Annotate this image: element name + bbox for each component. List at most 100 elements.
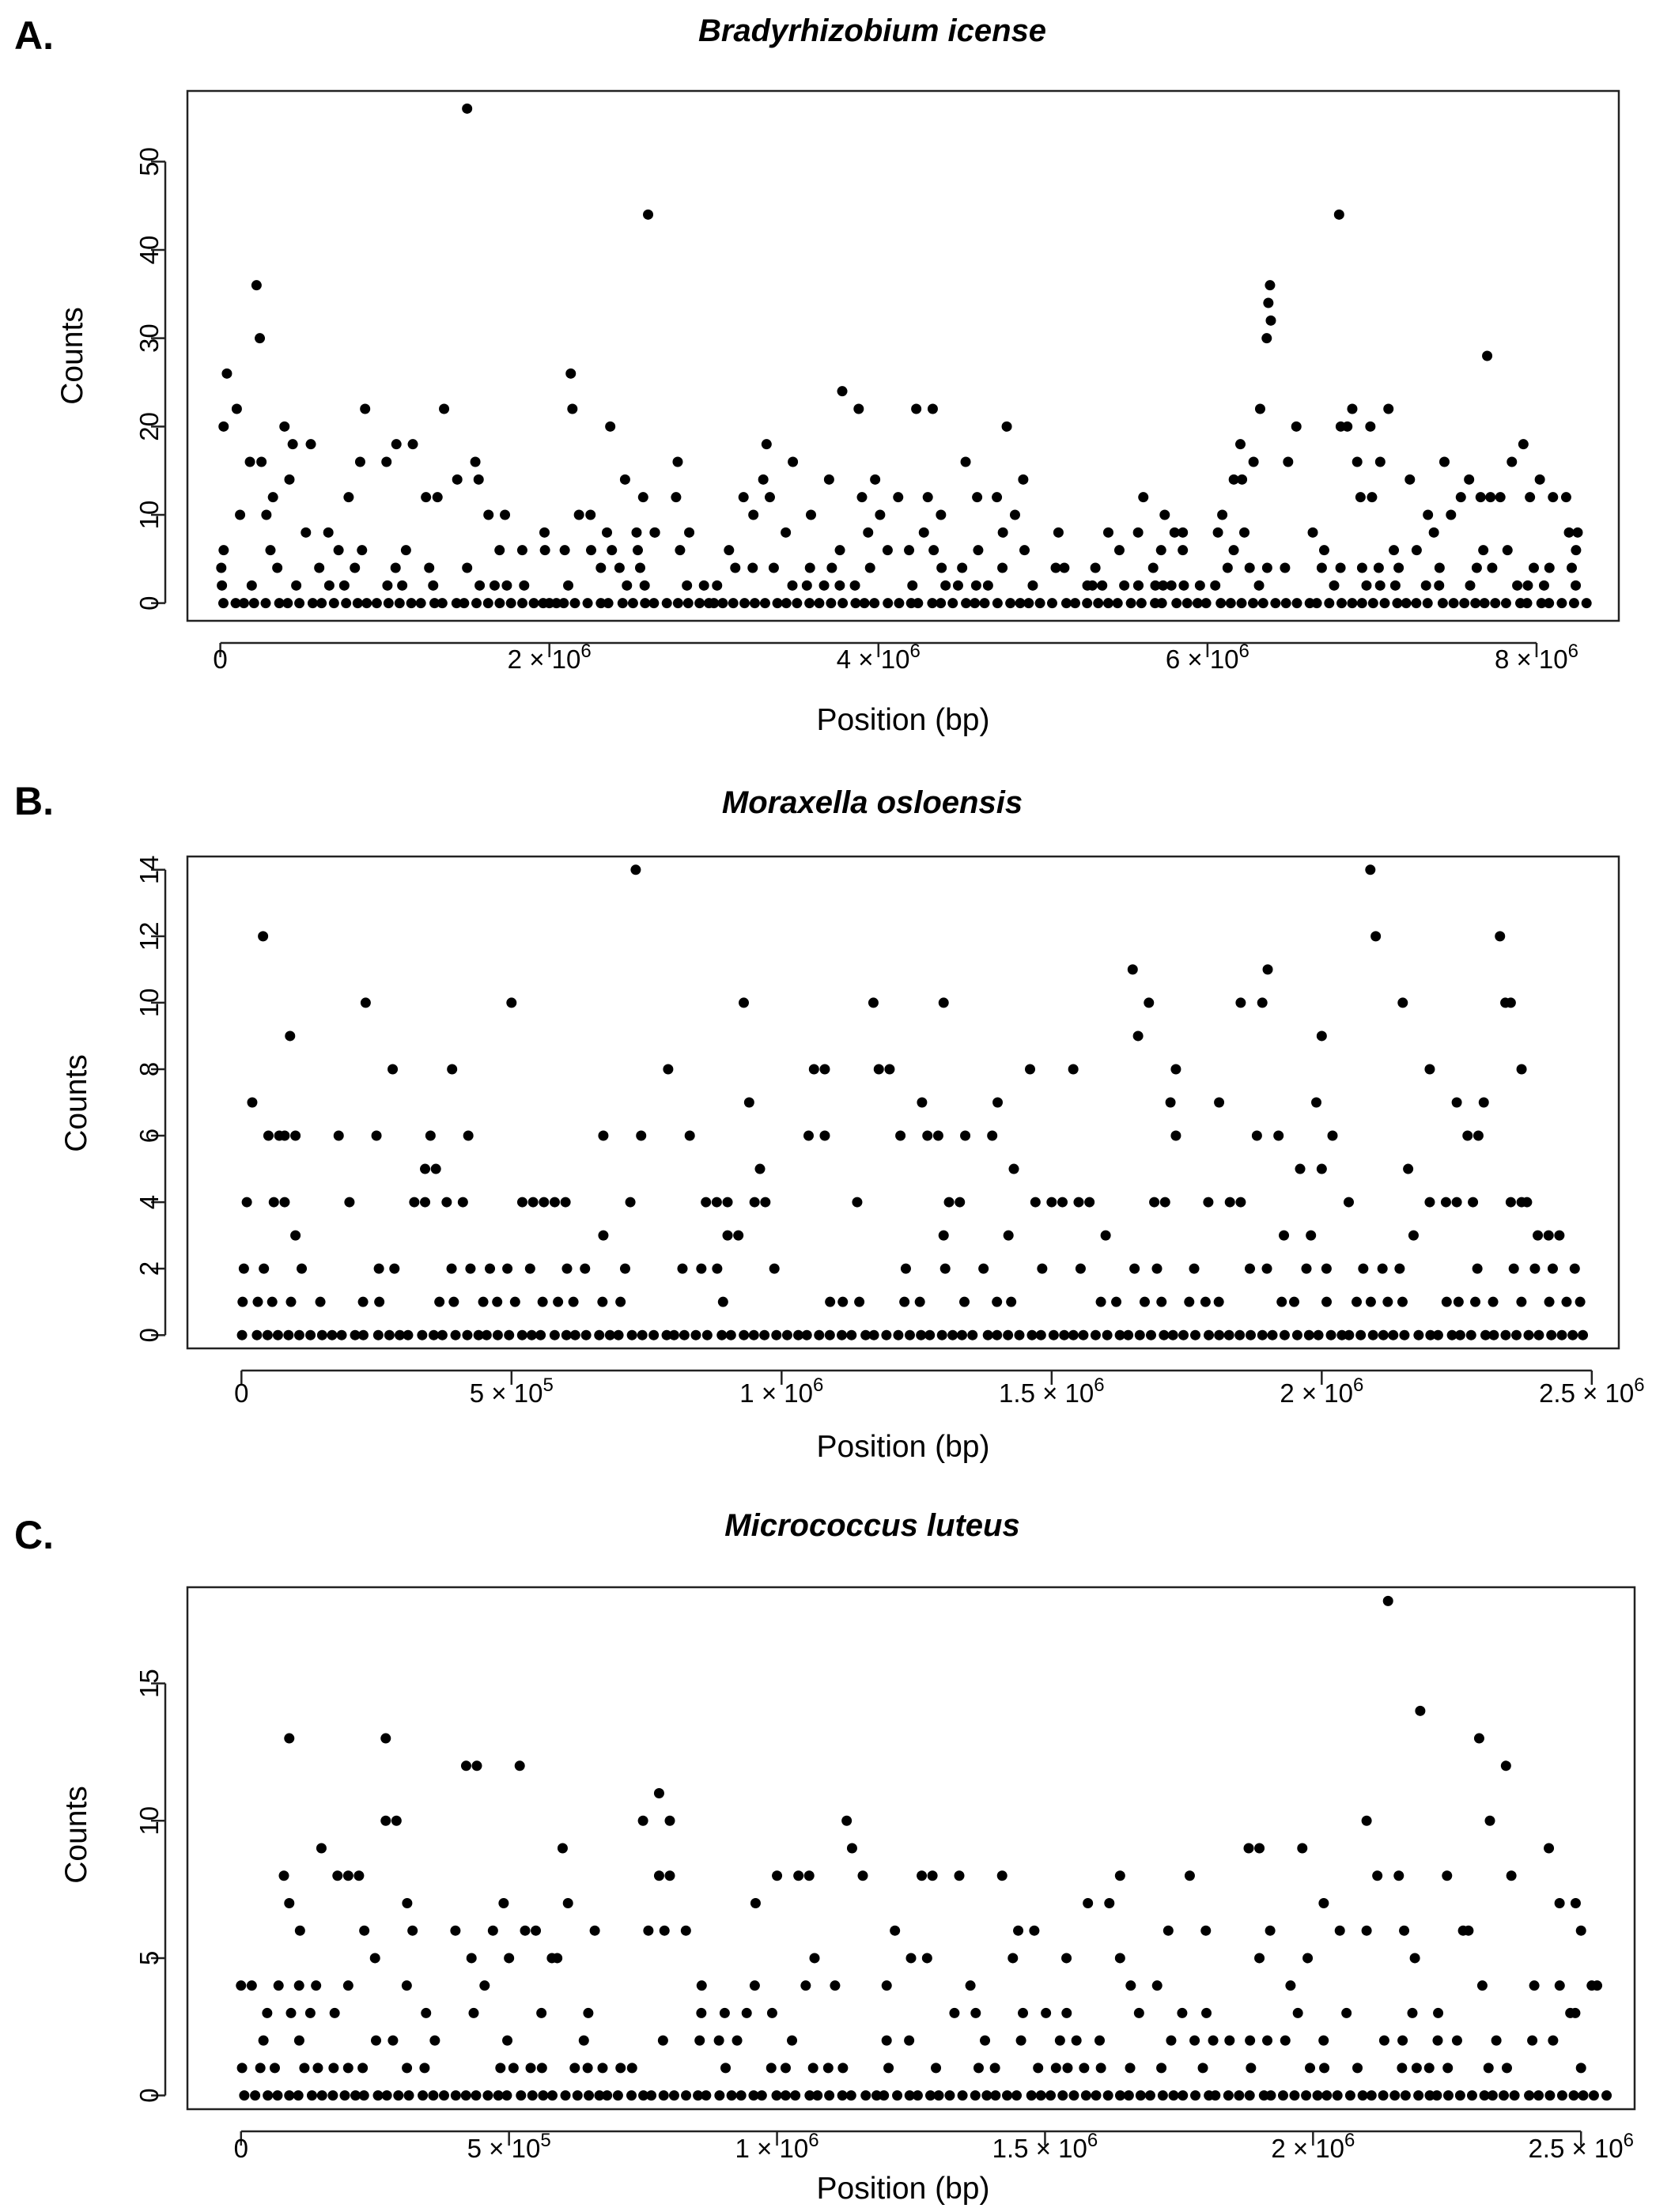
data-point	[890, 1925, 901, 1936]
x-tick-label: 1 × 106	[739, 1374, 823, 1408]
y-tick-label: 2	[134, 1261, 164, 1276]
data-point	[1025, 1064, 1036, 1075]
data-point	[580, 1263, 591, 1274]
data-point	[1248, 598, 1259, 609]
data-point	[589, 1925, 600, 1936]
data-point	[792, 1329, 803, 1340]
data-point	[559, 545, 570, 556]
data-point	[290, 1230, 301, 1241]
data-point	[251, 1329, 263, 1340]
data-point	[834, 545, 845, 556]
data-point	[582, 598, 593, 609]
data-point	[1071, 2035, 1082, 2046]
data-point	[938, 1230, 949, 1241]
data-point	[738, 492, 749, 503]
data-point	[539, 545, 550, 556]
data-point	[900, 1263, 911, 1274]
data-point	[1554, 1230, 1565, 1241]
data-point	[1313, 1329, 1324, 1340]
data-point	[1225, 598, 1236, 609]
data-point	[424, 562, 435, 573]
data-point	[394, 1329, 405, 1340]
data-point	[1342, 421, 1353, 432]
data-point	[1155, 545, 1166, 556]
data-point	[1045, 2090, 1057, 2101]
data-point	[293, 2090, 304, 2101]
data-point	[1123, 1329, 1134, 1340]
data-point	[1015, 2035, 1026, 2046]
data-point	[1423, 509, 1434, 520]
data-point	[344, 1197, 355, 1208]
data-point	[573, 509, 584, 520]
data-point	[927, 598, 938, 609]
data-point	[1095, 2063, 1106, 2074]
data-point	[1319, 2063, 1330, 2074]
data-point	[1261, 333, 1272, 344]
data-point	[1495, 492, 1506, 503]
data-point	[598, 1130, 609, 1141]
data-point	[294, 598, 305, 609]
data-point	[471, 598, 482, 609]
data-point	[684, 527, 695, 538]
data-point	[498, 1897, 509, 1908]
data-point	[401, 1980, 412, 1991]
data-point	[1464, 474, 1475, 485]
data-point	[864, 562, 875, 573]
data-point	[504, 1329, 515, 1340]
data-point	[724, 545, 735, 556]
data-point	[538, 2090, 549, 2101]
data-point	[216, 562, 227, 573]
data-point	[1035, 2090, 1046, 2101]
data-point	[452, 474, 463, 485]
data-point	[870, 474, 881, 485]
data-point	[912, 2090, 923, 2101]
data-point	[939, 1263, 951, 1274]
data-point	[1455, 492, 1466, 503]
data-point	[328, 2063, 339, 2074]
data-point	[409, 1197, 420, 1208]
data-point	[657, 2035, 668, 2046]
data-point	[291, 580, 302, 591]
data-point	[992, 1097, 1004, 1108]
data-point	[996, 1870, 1008, 1881]
data-point	[482, 2090, 493, 2101]
data-point	[1446, 1329, 1457, 1340]
data-point	[1518, 439, 1529, 450]
data-point	[1213, 1296, 1224, 1307]
data-point	[506, 997, 517, 1008]
data-point	[1197, 2063, 1208, 2074]
panel-c: C. Micrococcus luteus 0 5 10 15 0 5 × 105 1 ×…	[14, 1508, 1636, 2206]
data-point	[603, 598, 614, 609]
data-point	[1409, 1953, 1420, 1964]
data-point	[502, 1263, 513, 1274]
data-point	[672, 598, 683, 609]
data-point	[696, 1263, 707, 1274]
y-tick-label: 10	[134, 1806, 164, 1836]
data-point	[1407, 2007, 1418, 2018]
data-point	[787, 580, 798, 591]
data-point	[311, 1980, 322, 1991]
data-point	[992, 1296, 1003, 1307]
data-point	[1008, 1163, 1019, 1174]
data-point	[1490, 598, 1501, 609]
data-point	[1389, 545, 1400, 556]
data-point	[1413, 2090, 1424, 2101]
data-point	[803, 1870, 815, 1881]
data-point	[1321, 1263, 1332, 1274]
data-point	[437, 598, 448, 609]
data-point	[514, 1760, 525, 1771]
data-point	[733, 1230, 744, 1241]
data-point	[1156, 598, 1167, 609]
data-point	[1318, 545, 1329, 556]
data-point	[936, 1329, 947, 1340]
data-point	[749, 598, 760, 609]
data-point	[1061, 1953, 1072, 1964]
data-point	[834, 580, 845, 591]
data-point	[1243, 1843, 1254, 1854]
data-point	[358, 2090, 369, 2101]
data-point	[1495, 931, 1506, 942]
data-point	[960, 456, 971, 467]
data-point	[1316, 1163, 1327, 1174]
data-point	[1372, 1870, 1383, 1881]
data-point	[519, 580, 530, 591]
